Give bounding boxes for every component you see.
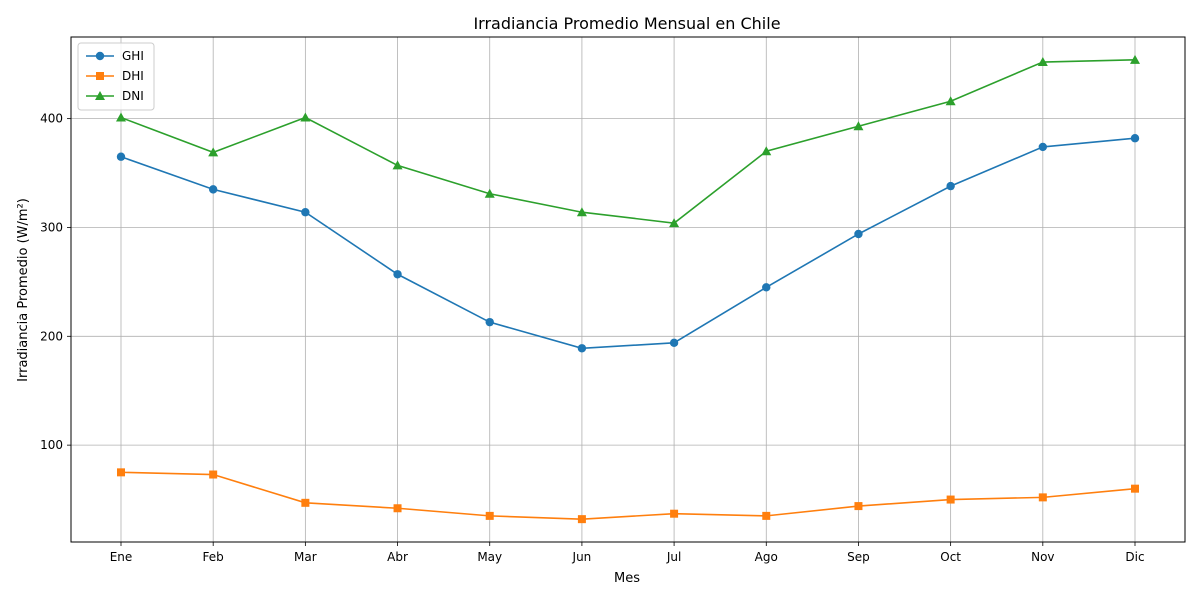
- data-point: [392, 160, 403, 170]
- data-point: [301, 208, 310, 217]
- data-point: [946, 181, 955, 191]
- x-tick-label: Nov: [1031, 550, 1054, 564]
- data-point: [1037, 57, 1048, 67]
- data-point: [484, 188, 495, 198]
- series-dhi: [117, 468, 1139, 524]
- data-point: [485, 511, 494, 520]
- data-point: [116, 112, 126, 122]
- data-point: [945, 96, 956, 106]
- data-point: [1038, 493, 1047, 502]
- x-axis: Ene Feb Mar Abr May Jun Jul Ago Sep Oct Nov Dic: [110, 542, 1145, 564]
- plot-frame: [70, 36, 1186, 543]
- data-point: [393, 504, 402, 513]
- chart-title: Irradiancia Promedio Mensual en Chile: [473, 14, 780, 33]
- y-tick-label: 300: [40, 220, 63, 234]
- legend-marker: [96, 72, 104, 80]
- y-tick-label: 100: [40, 438, 63, 452]
- data-point: [300, 112, 311, 122]
- x-tick-label: Dic: [1125, 550, 1144, 564]
- x-tick-label: Feb: [203, 550, 224, 564]
- data-point: [116, 152, 126, 161]
- data-point: [853, 121, 864, 131]
- data-point: [854, 502, 863, 511]
- data-point: [1130, 54, 1140, 64]
- data-point: [670, 509, 679, 518]
- data-point: [576, 207, 587, 217]
- data-point: [393, 270, 402, 279]
- data-point: [762, 511, 771, 520]
- legend-marker: [95, 91, 105, 100]
- series-dni: [116, 54, 1140, 228]
- data-point: [1130, 134, 1140, 143]
- series-ghi: [116, 134, 1140, 353]
- series-line: [120, 137, 1136, 350]
- data-point: [209, 470, 218, 479]
- x-tick-label: Oct: [940, 550, 961, 564]
- series: [116, 54, 1140, 524]
- grid: [71, 37, 1185, 542]
- data-point: [762, 283, 771, 292]
- x-tick-label: Jul: [666, 550, 681, 564]
- data-point: [208, 147, 219, 157]
- data-point: [946, 495, 955, 504]
- x-tick-label: Sep: [847, 550, 870, 564]
- data-point: [669, 218, 680, 228]
- data-point: [854, 229, 863, 239]
- legend-item: GHI: [86, 49, 144, 63]
- data-point: [301, 498, 310, 507]
- data-point: [761, 146, 772, 156]
- data-point: [577, 515, 586, 524]
- legend-item: DNI: [86, 89, 144, 103]
- data-point: [117, 468, 125, 477]
- legend-box: [77, 42, 155, 111]
- data-point: [1131, 484, 1139, 493]
- x-tick-label: May: [477, 550, 502, 564]
- x-tick-label: Abr: [387, 550, 408, 564]
- data-point: [1038, 142, 1048, 152]
- y-axis-label: Irradiancia Promedio (W/m²): [16, 198, 31, 382]
- data-point: [669, 338, 679, 348]
- y-axis: 100 200 300 400: [40, 112, 71, 452]
- legend-label: DHI: [122, 69, 144, 83]
- x-tick-label: Ene: [110, 550, 133, 564]
- legend-label: GHI: [122, 49, 144, 63]
- data-point: [485, 317, 494, 327]
- x-axis-label: Mes: [614, 571, 640, 586]
- series-line: [120, 59, 1136, 224]
- data-point: [577, 344, 587, 353]
- series-line: [120, 471, 1136, 520]
- data-point: [208, 185, 218, 194]
- legend-item: DHI: [86, 69, 144, 83]
- x-tick-label: Ago: [755, 550, 778, 564]
- y-tick-label: 400: [40, 112, 63, 126]
- y-tick-label: 200: [40, 329, 63, 343]
- legend: GHI DHI DNI: [77, 42, 155, 111]
- legend-marker: [95, 51, 105, 61]
- x-tick-label: Mar: [294, 550, 317, 564]
- legend-label: DNI: [122, 89, 144, 103]
- x-tick-label: Jun: [572, 550, 592, 564]
